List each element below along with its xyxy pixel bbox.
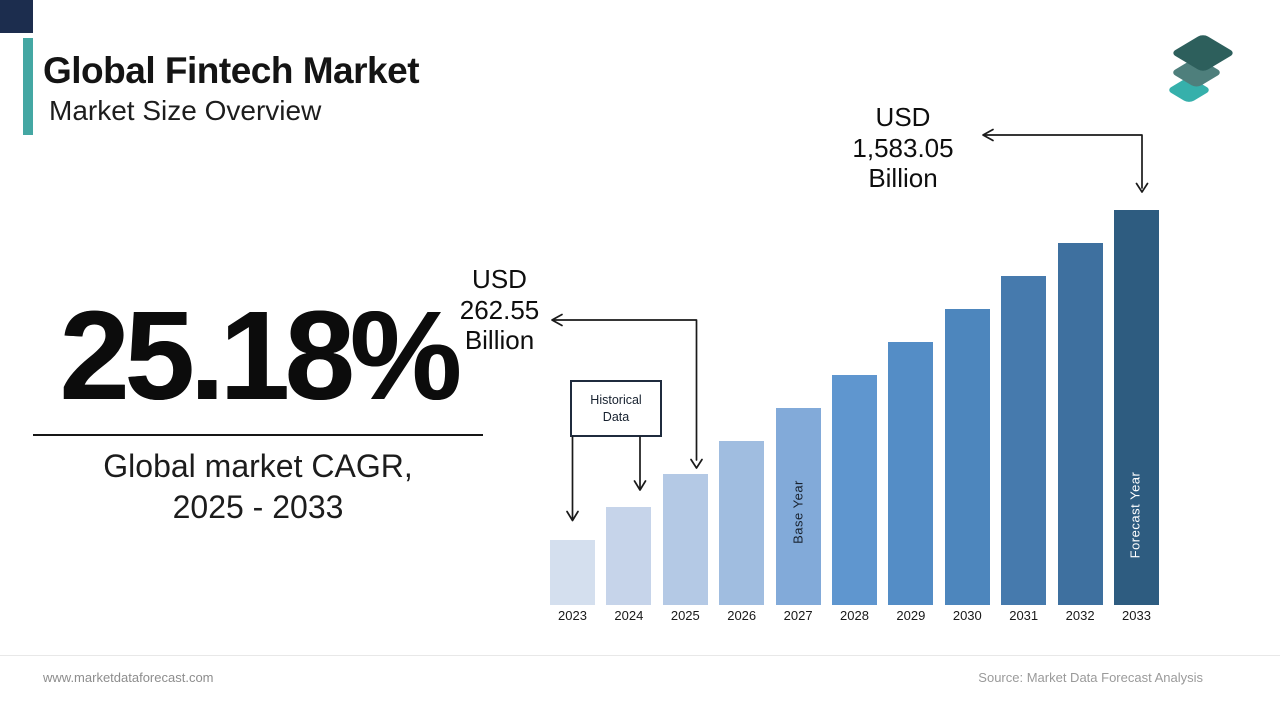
cagr-value: 25.18%: [59, 285, 461, 426]
cagr-caption-line2: 2025 - 2033: [172, 489, 344, 525]
year-label-2026: 2026: [727, 608, 757, 623]
stat-divider: [33, 434, 483, 436]
bar-2033: [1114, 210, 1159, 605]
year-label-2024: 2024: [614, 608, 644, 623]
callout-2033-line3: Billion: [868, 163, 938, 193]
footer-website: www.marketdataforecast.com: [43, 670, 214, 685]
bar-2024: [606, 507, 652, 605]
historical-data-box: Historical Data: [570, 380, 662, 437]
footer-divider: [0, 655, 1280, 656]
year-label-2033: 2033: [1122, 608, 1151, 623]
bar-2028: [832, 375, 877, 605]
year-label-2023: 2023: [558, 608, 587, 623]
callout-2033-line2: 1,583.05: [852, 132, 954, 163]
year-label-2032: 2032: [1065, 608, 1095, 623]
bar-2031: [1001, 276, 1047, 605]
callout-2033-line1: USD: [875, 102, 931, 132]
arrowhead-left-2033-icon: [982, 128, 994, 142]
year-label-2030: 2030: [952, 608, 982, 623]
footer-source: Source: Market Data Forecast Analysis: [978, 670, 1203, 685]
connector-2033-line: [983, 134, 1143, 189]
arrowhead-down-2024-icon: [633, 480, 647, 491]
year-label-2028: 2028: [840, 608, 869, 623]
callout-2025-line2: 262.55: [459, 294, 540, 325]
callout-2025-line1: USD: [472, 264, 527, 294]
callout-2025-value: USD 262.55 Billion: [437, 264, 562, 356]
bar-2023: [550, 540, 595, 605]
cagr-caption-line1: Global market CAGR,: [103, 448, 413, 484]
bar-2027: [775, 408, 821, 605]
arrowhead-down-2025-icon: [690, 458, 703, 469]
historical-box-line1: Historical: [590, 393, 642, 407]
arrowhead-left-2025-icon: [551, 313, 563, 327]
year-label-2027: 2027: [783, 608, 813, 623]
page-subtitle: Market Size Overview: [49, 95, 322, 126]
callout-2025-line3: Billion: [464, 325, 535, 355]
connector-2025-line: [552, 319, 698, 461]
bar-2030: [944, 309, 990, 605]
bar-2029: [888, 342, 934, 605]
page-title: Global Fintech Market: [43, 50, 420, 91]
year-label-2029: 2029: [896, 608, 926, 623]
bar-2032: [1057, 243, 1103, 605]
arrowhead-down-2033-icon: [1135, 182, 1149, 193]
year-label-2025: 2025: [670, 608, 700, 623]
historical-box-line2: Data: [602, 410, 630, 424]
bar-2025: [662, 474, 708, 605]
forecast-year-label: Forecast Year: [1127, 471, 1143, 559]
callout-2033-value: USD 1,583.05 Billion: [835, 102, 971, 194]
cagr-caption: Global market CAGR, 2025 - 2033: [33, 446, 483, 528]
corner-accent-square: [0, 0, 33, 33]
arrowhead-down-2023-icon: [566, 510, 579, 522]
bar-2026: [719, 441, 765, 605]
year-label-2031: 2031: [1009, 608, 1039, 623]
base-year-label: Base Year: [790, 480, 806, 544]
title-accent-bar: [23, 38, 33, 135]
